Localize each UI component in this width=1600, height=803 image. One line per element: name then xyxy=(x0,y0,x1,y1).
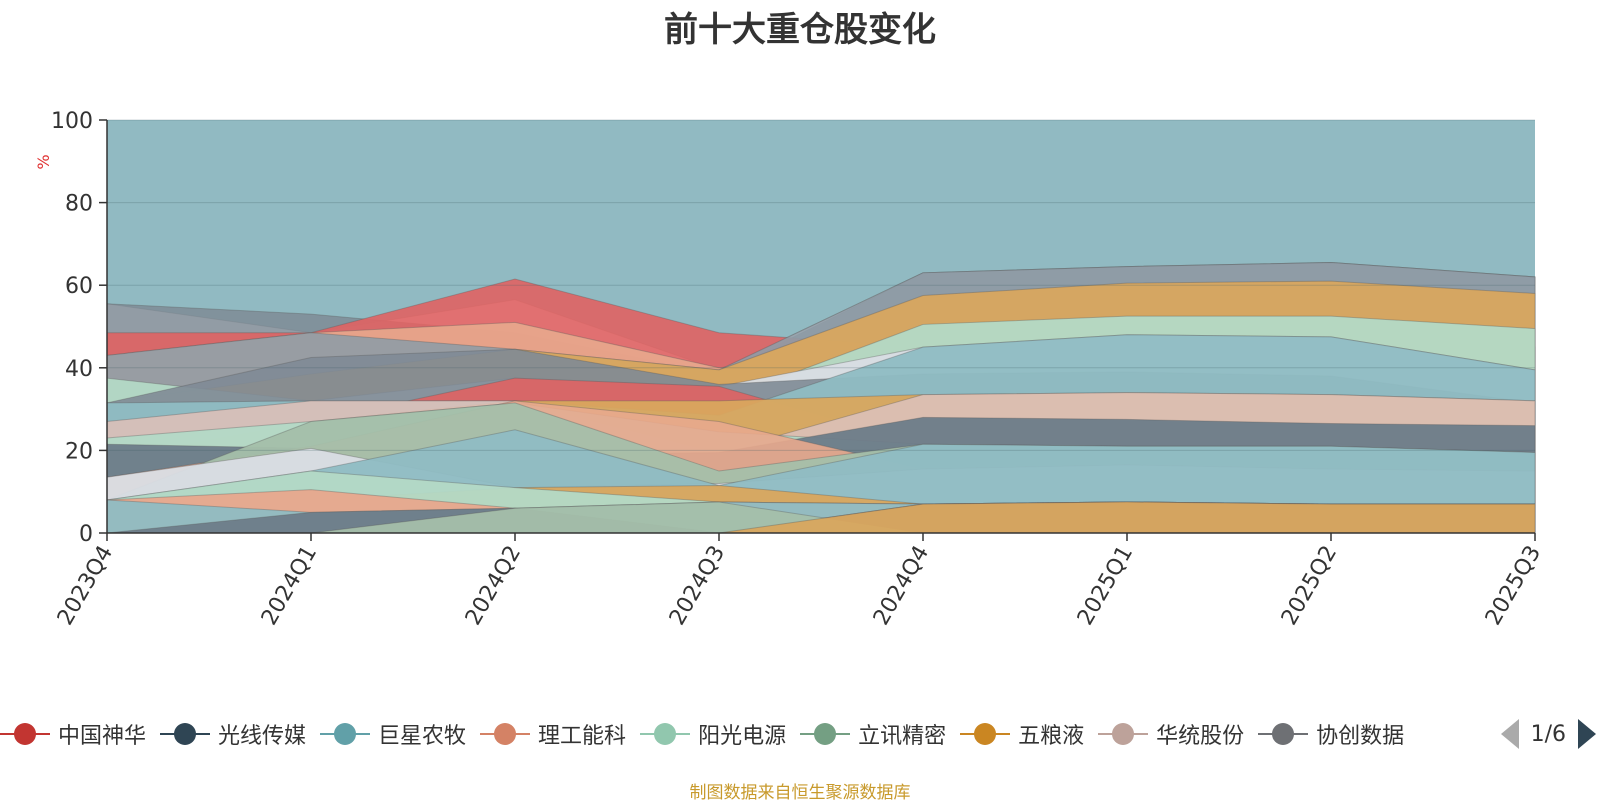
legend-swatch xyxy=(0,722,50,746)
x-tick-label: 2025Q2 xyxy=(1277,542,1342,630)
legend-item[interactable]: 巨星农牧 xyxy=(320,712,466,756)
legend-swatch xyxy=(960,722,1011,746)
x-tick-label: 2024Q1 xyxy=(257,542,322,630)
legend-label: 阳光电源 xyxy=(698,724,787,749)
x-tick-label: 2024Q2 xyxy=(461,542,526,630)
legend: 中国神华 光线传媒 巨星农牧 理工能科 阳光电源 立讯精密 五粮液 华统股份 协创数据 xyxy=(0,712,1490,756)
legend-item[interactable]: 光线传媒 xyxy=(160,712,306,756)
source-note: 制图数据来自恒生聚源数据库 xyxy=(689,783,911,803)
legend-label: 立讯精密 xyxy=(858,724,947,749)
legend-item[interactable]: 理工能科 xyxy=(480,712,626,756)
legend-swatch xyxy=(480,722,531,746)
legend-label: 理工能科 xyxy=(538,724,627,749)
legend-swatch xyxy=(320,722,371,746)
x-tick-label: 2025Q1 xyxy=(1073,542,1138,630)
chart-title: 前十大重仓股变化 xyxy=(664,10,936,50)
y-axis-unit-label: % xyxy=(34,154,53,169)
legend-item[interactable]: 五粮液 xyxy=(960,712,1084,756)
legend-pager: 1/6 xyxy=(1500,716,1596,752)
chart-plot: 0 20 40 60 80 100 2023Q4 2024Q1 2024Q2 2024Q3 2024… xyxy=(34,109,1546,630)
x-tick-label: 2025Q3 xyxy=(1481,542,1546,630)
legend-prev-page-button[interactable] xyxy=(1500,719,1519,749)
legend-label: 五粮液 xyxy=(1018,724,1085,749)
legend-item[interactable]: 华统股份 xyxy=(1098,712,1244,756)
grid-lines xyxy=(107,119,1535,451)
legend-swatch xyxy=(1258,722,1309,746)
legend-page-indicator: 1/6 xyxy=(1530,721,1566,747)
legend-swatch xyxy=(1098,722,1149,746)
legend-next-page-button[interactable] xyxy=(1578,719,1596,749)
legend-swatch xyxy=(640,722,691,746)
legend-swatch xyxy=(800,722,851,746)
y-tick-label: 60 xyxy=(65,274,93,299)
y-tick-label: 20 xyxy=(65,439,93,464)
legend-label: 中国神华 xyxy=(58,724,147,749)
legend-item[interactable]: 协创数据 xyxy=(1258,712,1404,756)
legend-item[interactable]: 阳光电源 xyxy=(640,712,786,756)
legend-item[interactable]: 中国神华 xyxy=(0,712,146,756)
y-tick-label: 100 xyxy=(51,109,93,134)
y-tick-label: 0 xyxy=(79,522,93,547)
legend-label: 巨星农牧 xyxy=(378,724,467,749)
legend-label: 光线传媒 xyxy=(218,724,307,749)
x-tick-label: 2024Q3 xyxy=(665,542,730,630)
legend-swatch xyxy=(160,722,211,746)
y-tick-label: 40 xyxy=(65,357,93,382)
x-tick-label: 2023Q4 xyxy=(53,542,118,630)
legend-item[interactable]: 立讯精密 xyxy=(800,712,946,756)
area-series-layer xyxy=(106,120,1536,534)
legend-label: 华统股份 xyxy=(1156,724,1245,749)
legend-label: 协创数据 xyxy=(1316,724,1405,749)
x-tick-label: 2024Q4 xyxy=(869,542,934,630)
y-tick-label: 80 xyxy=(65,192,93,217)
